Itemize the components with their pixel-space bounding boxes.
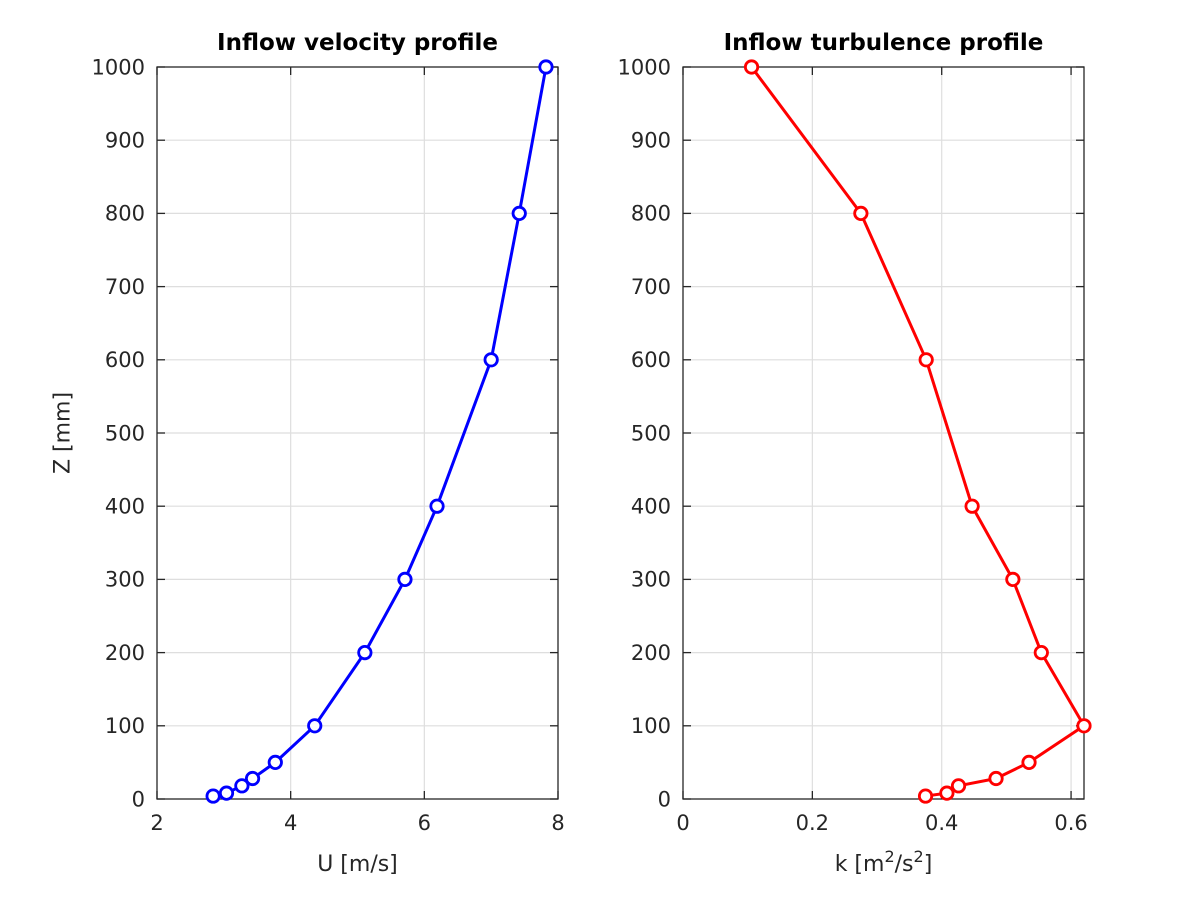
data-point-marker (964, 498, 980, 514)
data-point-marker (1005, 571, 1021, 588)
velocity-grid (157, 67, 558, 799)
x-axis-label: U [m/s] (317, 852, 398, 877)
turbulence-grid (683, 67, 1084, 799)
data-point-marker (218, 785, 235, 801)
data-point-marker (429, 498, 445, 514)
x-tick-label: 2 (150, 811, 163, 835)
y-tick-label: 1000 (92, 55, 145, 79)
y-tick-label: 300 (105, 568, 145, 592)
data-point-marker (950, 778, 967, 794)
y-tick-label: 800 (631, 202, 671, 226)
velocity-series-line (211, 65, 548, 798)
data-point-marker (205, 788, 221, 804)
y-tick-label: 700 (631, 275, 671, 299)
y-tick-label: 900 (105, 129, 145, 153)
y-axis-label: Z [mm] (51, 392, 76, 474)
data-point-marker (1076, 718, 1092, 734)
y-tick-label: 500 (105, 421, 145, 445)
y-tick-label: 200 (105, 641, 145, 665)
data-point-marker (511, 205, 527, 221)
y-tick-label: 700 (105, 275, 145, 299)
turbulence-plot-title: Inflow turbulence profile (724, 30, 1044, 56)
y-tick-label: 300 (631, 568, 671, 592)
data-point-marker (397, 571, 413, 588)
data-point-marker (917, 788, 934, 804)
data-point-marker (988, 770, 1004, 787)
x-tick-label: 0.6 (1054, 811, 1087, 835)
turbulence-plot: 0 0.2 0.4 0.6 0 100 200 300 400 500 600 700 800 900 10… (618, 30, 1092, 877)
data-point-marker (234, 778, 250, 794)
y-tick-label: 400 (631, 495, 671, 519)
data-point-marker (918, 352, 934, 368)
data-point-marker (307, 718, 323, 734)
x-axis-label: k [m2/s2] (835, 847, 933, 877)
velocity-plot-title: Inflow velocity profile (217, 30, 498, 56)
data-point-marker (244, 770, 261, 787)
y-tick-label: 500 (631, 421, 671, 445)
data-point-marker (538, 59, 554, 75)
y-tick-label: 800 (105, 202, 145, 226)
data-point-marker (1021, 754, 1037, 771)
y-tick-label: 0 (132, 787, 145, 811)
turbulence-series-line (750, 65, 1086, 798)
y-tick-label: 1000 (618, 55, 671, 79)
y-tick-label: 100 (631, 714, 671, 738)
x-tick-label: 6 (418, 811, 431, 835)
data-point-marker (357, 644, 373, 661)
x-tick-label: 4 (284, 811, 297, 835)
data-point-marker (939, 785, 955, 801)
y-tick-label: 600 (105, 348, 145, 372)
velocity-series-markers (205, 59, 554, 804)
y-tick-label: 100 (105, 714, 145, 738)
y-tick-label: 400 (105, 495, 145, 519)
y-tick-label: 600 (631, 348, 671, 372)
velocity-tick-marks (156, 66, 559, 800)
data-point-marker (853, 205, 869, 221)
velocity-plot: 2 4 6 8 0 100 200 300 400 500 600 700 800 900 1000 Infl… (51, 30, 565, 877)
x-tick-label: 8 (551, 811, 564, 835)
turbulence-series-markers (743, 59, 1092, 804)
y-tick-label: 0 (658, 787, 671, 811)
data-point-marker (743, 59, 760, 75)
y-tick-label: 900 (631, 129, 671, 153)
y-tick-label: 200 (631, 641, 671, 665)
data-point-marker (1033, 644, 1049, 661)
data-point-marker (483, 352, 499, 368)
data-point-marker (267, 754, 283, 771)
x-tick-label: 0.4 (925, 811, 958, 835)
x-tick-label: 0.2 (796, 811, 829, 835)
x-tick-label: 0 (676, 811, 689, 835)
